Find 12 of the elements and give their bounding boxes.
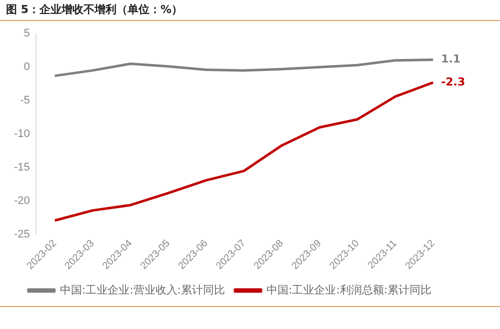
data-label: -2.3 (441, 75, 466, 88)
y-tick-label: -15 (14, 162, 30, 174)
legend-label: 中国:工业企业:营业收入:累计同比 (60, 283, 226, 296)
chart-title: 图 5：企业增收不增利（单位：%） (0, 0, 500, 21)
y-tick-label: -25 (14, 228, 30, 241)
y-tick-label: 0 (24, 61, 30, 74)
data-label: 1.1 (441, 52, 461, 66)
legend-label: 中国:工业企业:利润总额:累计同比 (266, 283, 432, 296)
y-tick-label: -5 (20, 94, 30, 107)
y-tick-label: 5 (24, 28, 30, 40)
y-tick-label: -10 (14, 128, 30, 140)
y-tick-label: -20 (14, 195, 30, 208)
